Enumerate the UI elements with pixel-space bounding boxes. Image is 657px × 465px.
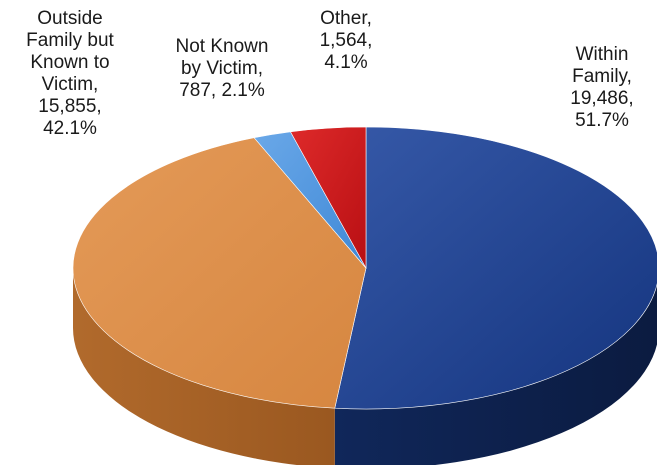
slice-within-family [334, 126, 657, 410]
slice-label-other: Other, 1,564, 4.1% [319, 8, 373, 73]
slice-label-within-family: Within Family, 19,486, 51.7% [570, 44, 634, 131]
slice-side-within-family [334, 284, 657, 465]
slice-side-outside-family [73, 268, 335, 465]
slice-outside-family [72, 137, 367, 409]
slice-label-outside-family: Outside Family but Known to Victim, 15,8… [26, 8, 114, 139]
slice-label-not-known: Not Known by Victim, 787, 2.1% [175, 36, 269, 101]
slice-other [289, 126, 367, 270]
